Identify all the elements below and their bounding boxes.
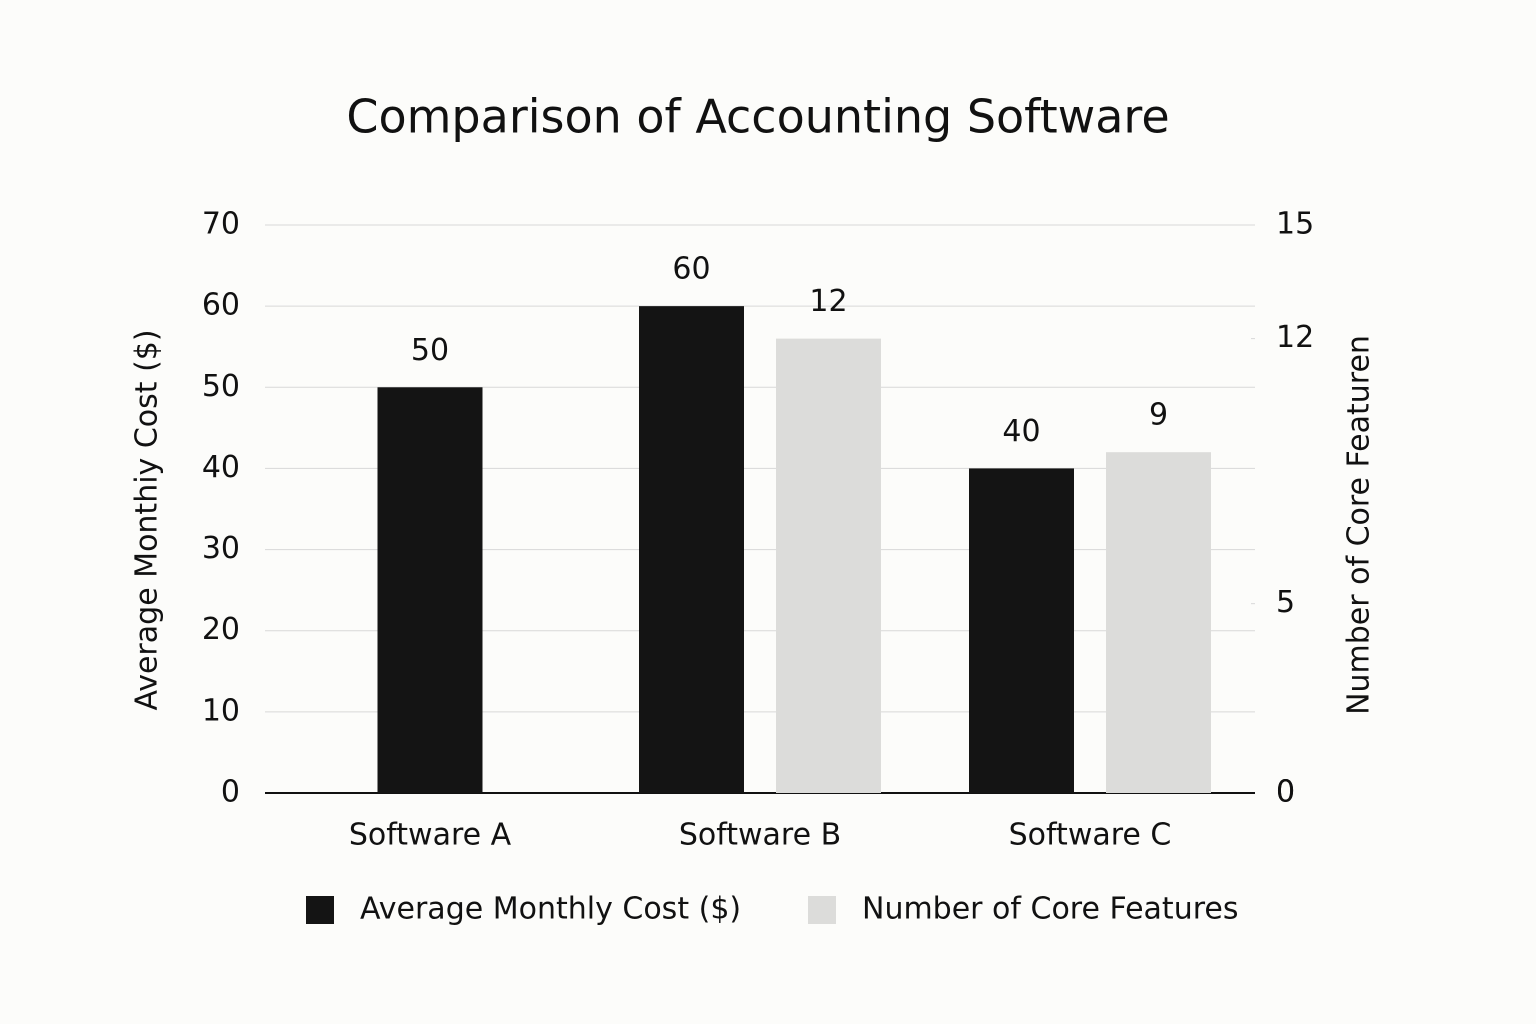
- bar: [377, 387, 483, 793]
- y-tick-label: 20: [202, 612, 240, 647]
- x-tick-label: Software C: [1009, 818, 1172, 853]
- x-tick-label: Software B: [679, 818, 841, 853]
- bar: [1106, 452, 1211, 793]
- data-label: 60: [672, 252, 710, 287]
- y2-tick-label: 0: [1276, 775, 1295, 810]
- y-tick-label: 10: [202, 693, 240, 728]
- y2-axis-label: Number of Core Featuren: [1342, 335, 1377, 715]
- bar: [639, 306, 744, 793]
- data-label: 40: [1002, 414, 1040, 449]
- y2-tick-label: 5: [1276, 585, 1295, 620]
- legend-label: Average Monthly Cost ($): [360, 892, 741, 927]
- y2-tick-label: 12: [1276, 320, 1314, 355]
- legend-label: Number of Core Features: [862, 892, 1238, 927]
- y2-tick-label: 15: [1276, 207, 1314, 242]
- legend-swatch: [808, 896, 836, 924]
- bar: [776, 338, 881, 793]
- x-tick-label: Software A: [349, 818, 512, 853]
- chart-title: Comparison of Accounting Software: [346, 90, 1169, 144]
- data-label: 9: [1149, 398, 1168, 433]
- y-tick-label: 40: [202, 450, 240, 485]
- data-label: 50: [411, 333, 449, 368]
- y-tick-label: 50: [202, 369, 240, 404]
- y-tick-label: 70: [202, 207, 240, 242]
- legend-swatch: [306, 896, 334, 924]
- y-tick-label: 30: [202, 531, 240, 566]
- y-tick-label: 0: [221, 775, 240, 810]
- data-label: 12: [809, 284, 847, 319]
- bar: [969, 468, 1074, 793]
- y-axis-label: Average Monthiy Cost ($): [130, 329, 165, 710]
- y-tick-label: 60: [202, 288, 240, 323]
- y2-tick-label: 0: [1276, 775, 1295, 810]
